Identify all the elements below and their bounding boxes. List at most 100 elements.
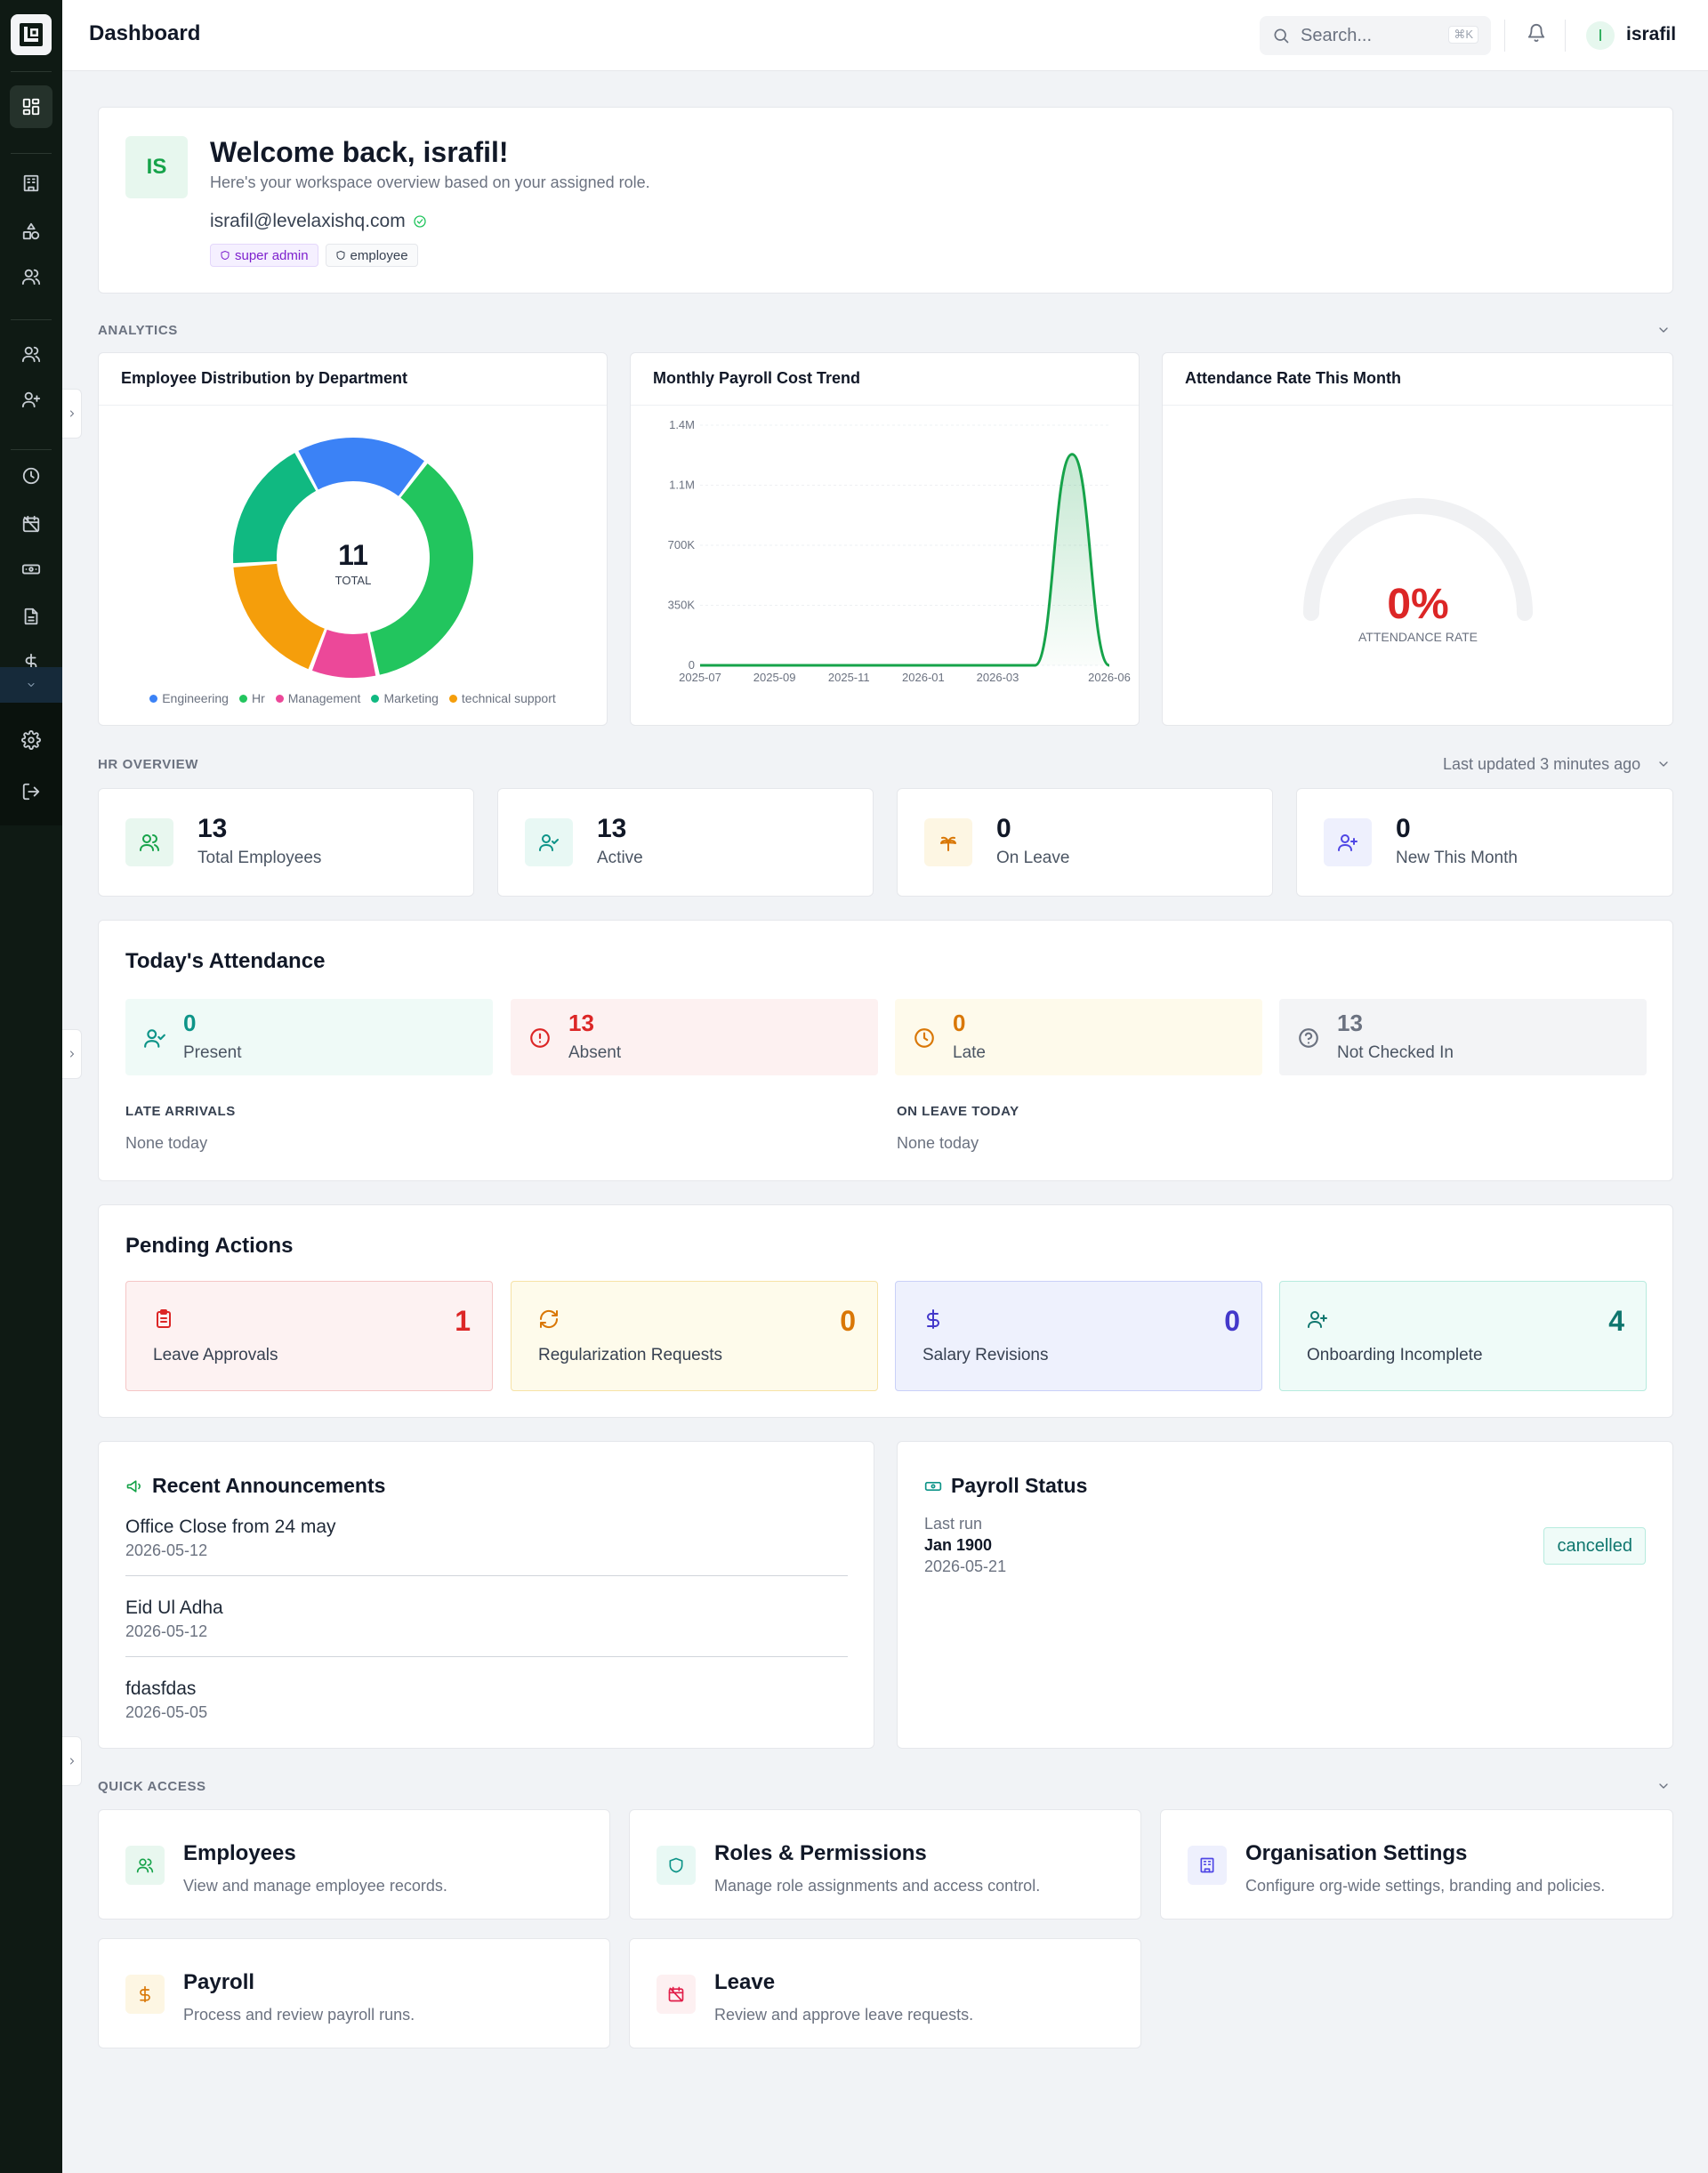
- donut-slice-engineering[interactable]: [298, 438, 424, 496]
- page-title: Dashboard: [89, 21, 201, 45]
- bell-icon: [1527, 24, 1545, 43]
- pending-leave-approvals[interactable]: 1 Leave Approvals: [125, 1281, 493, 1391]
- donut-center-value: 11: [338, 539, 368, 571]
- legend-dot: [238, 694, 247, 703]
- quick-access-organisation-settings[interactable]: Organisation Settings Configure org-wide…: [1160, 1809, 1673, 1919]
- building-icon: [23, 174, 39, 192]
- chevron-down-icon[interactable]: [1656, 1779, 1671, 1793]
- quick-access-title: Employees: [183, 1841, 296, 1865]
- quick-access-roles-permissions[interactable]: Roles & Permissions Manage role assignme…: [629, 1809, 1141, 1919]
- legend-item[interactable]: technical support: [448, 691, 556, 705]
- shapes-icon: [22, 222, 40, 240]
- sidebar-item-attendance[interactable]: [0, 458, 62, 494]
- donut-center-label: TOTAL: [335, 574, 372, 587]
- late-arrivals-value: None today: [125, 1134, 208, 1152]
- donut-slice-hr[interactable]: [370, 463, 473, 675]
- pending-count: 4: [1608, 1305, 1624, 1337]
- x-tick-label: 2026-01: [902, 671, 945, 684]
- y-tick-label: 1.1M: [669, 479, 695, 492]
- attendance-not-checked-in[interactable]: 13 Not Checked In: [1279, 999, 1647, 1075]
- search-icon: [1274, 28, 1289, 44]
- legend-item[interactable]: Management: [275, 691, 361, 705]
- quick-access-payroll[interactable]: Payroll Process and review payroll runs.: [98, 1938, 610, 2048]
- quick-access-icon-box: [125, 1846, 165, 1885]
- sidebar-item-leave[interactable]: [0, 506, 62, 542]
- stat-active[interactable]: 13 Active: [497, 788, 874, 897]
- legend-item[interactable]: Hr: [238, 691, 265, 705]
- quick-access-desc: Review and approve leave requests.: [714, 2006, 974, 2024]
- analytics-section-label: ANALYTICS: [98, 323, 178, 338]
- pending-onboarding-incomplete[interactable]: 4 Onboarding Incomplete: [1279, 1281, 1647, 1391]
- sidebar: [0, 0, 62, 2173]
- sidebar-item-organisation[interactable]: [0, 165, 62, 201]
- sidebar-item-settings[interactable]: [0, 722, 62, 758]
- stat-new-this-month[interactable]: 0 New This Month: [1296, 788, 1673, 897]
- legend-label: technical support: [461, 691, 556, 705]
- users-icon: [21, 346, 41, 363]
- sidebar-expand-toggle[interactable]: [0, 667, 62, 703]
- attendance-absent[interactable]: 13 Absent: [511, 999, 878, 1075]
- donut-slice-technical-support[interactable]: [233, 563, 325, 670]
- file-text-icon: [24, 608, 38, 625]
- sidebar-collapse-tab[interactable]: [62, 1736, 82, 1786]
- legend-item[interactable]: Marketing: [371, 691, 439, 705]
- legend-item[interactable]: Engineering: [149, 691, 229, 705]
- users-icon: [136, 1858, 154, 1873]
- user-name[interactable]: israfil: [1626, 24, 1677, 44]
- pending-label: Onboarding Incomplete: [1307, 1346, 1483, 1364]
- sidebar-item-departments[interactable]: [0, 213, 62, 249]
- area-chart: 0 350K 700K 1.1M 1.4M 2025-07 2025-09 2025-11 20…: [668, 418, 1131, 684]
- pending-salary-revisions[interactable]: 0 Salary Revisions: [895, 1281, 1262, 1391]
- stat-label: Active: [597, 849, 643, 867]
- announcement-date: 2026-05-05: [125, 1703, 208, 1721]
- stat-icon-box: [525, 818, 573, 866]
- donut-slice-marketing[interactable]: [233, 453, 317, 564]
- sidebar-item-dashboard[interactable]: [10, 85, 52, 128]
- dollar-icon: [927, 1309, 939, 1329]
- chevron-right-icon: [69, 410, 74, 417]
- chevron-down-icon[interactable]: [1656, 323, 1671, 337]
- sidebar-collapse-tab[interactable]: [62, 389, 82, 439]
- announcement-item[interactable]: Eid Ul Adha 2026-05-12: [125, 1598, 848, 1641]
- stat-total-employees[interactable]: 13 Total Employees: [98, 788, 474, 897]
- quick-access-desc: View and manage employee records.: [183, 1877, 447, 1895]
- chevron-down-icon[interactable]: [1656, 757, 1671, 771]
- stat-value: 13: [197, 814, 228, 843]
- announcement-title: fdasfdas: [125, 1678, 197, 1699]
- legend-label: Management: [287, 691, 361, 705]
- quick-access-title: Leave: [714, 1970, 776, 1994]
- donut-slice-management[interactable]: [311, 629, 376, 678]
- sidebar-item-documents[interactable]: [0, 599, 62, 634]
- attendance-present[interactable]: 0 Present: [125, 999, 493, 1075]
- shield-icon: [221, 251, 230, 260]
- attendance-late[interactable]: 0 Late: [895, 999, 1262, 1075]
- sidebar-item-payroll[interactable]: [0, 551, 62, 587]
- clipboard-list-icon: [157, 1309, 171, 1328]
- announcement-item[interactable]: Office Close from 24 may 2026-05-12: [125, 1517, 848, 1560]
- quick-access-employees[interactable]: Employees View and manage employee recor…: [98, 1809, 610, 1919]
- user-avatar[interactable]: I: [1586, 21, 1615, 50]
- notifications-button[interactable]: [1527, 23, 1551, 48]
- sidebar-collapse-tab[interactable]: [62, 1029, 82, 1079]
- sidebar-item-logout[interactable]: [0, 774, 62, 809]
- sidebar-item-employees[interactable]: [0, 336, 62, 372]
- stat-on-leave[interactable]: 0 On Leave: [897, 788, 1273, 897]
- verified-check-icon: [414, 215, 426, 228]
- welcome-card: IS Welcome back, israfil! Here's your wo…: [98, 107, 1673, 294]
- quick-access-leave[interactable]: Leave Review and approve leave requests.: [629, 1938, 1141, 2048]
- sidebar-item-onboarding[interactable]: [0, 382, 62, 417]
- palm-tree-icon: [940, 836, 956, 851]
- area-line[interactable]: [699, 453, 1110, 667]
- todays-attendance-card: Today's Attendance 0 Present 13 Absent 0…: [98, 920, 1673, 1181]
- sidebar-footer: [0, 703, 62, 825]
- pending-count: 0: [840, 1305, 856, 1337]
- sidebar-item-roles[interactable]: [0, 259, 62, 294]
- payroll-chart-card: Monthly Payroll Cost Trend 0 350K 700K 1.1M…: [630, 352, 1140, 726]
- user-check-icon: [539, 834, 559, 851]
- pending-regularization[interactable]: 0 Regularization Requests: [511, 1281, 878, 1391]
- app-logo[interactable]: [11, 14, 52, 55]
- search-input[interactable]: Search... ⌘K: [1260, 16, 1491, 55]
- legend-dot: [149, 694, 158, 703]
- legend-label: Marketing: [383, 691, 439, 705]
- announcement-item[interactable]: fdasfdas 2026-05-05: [125, 1678, 848, 1722]
